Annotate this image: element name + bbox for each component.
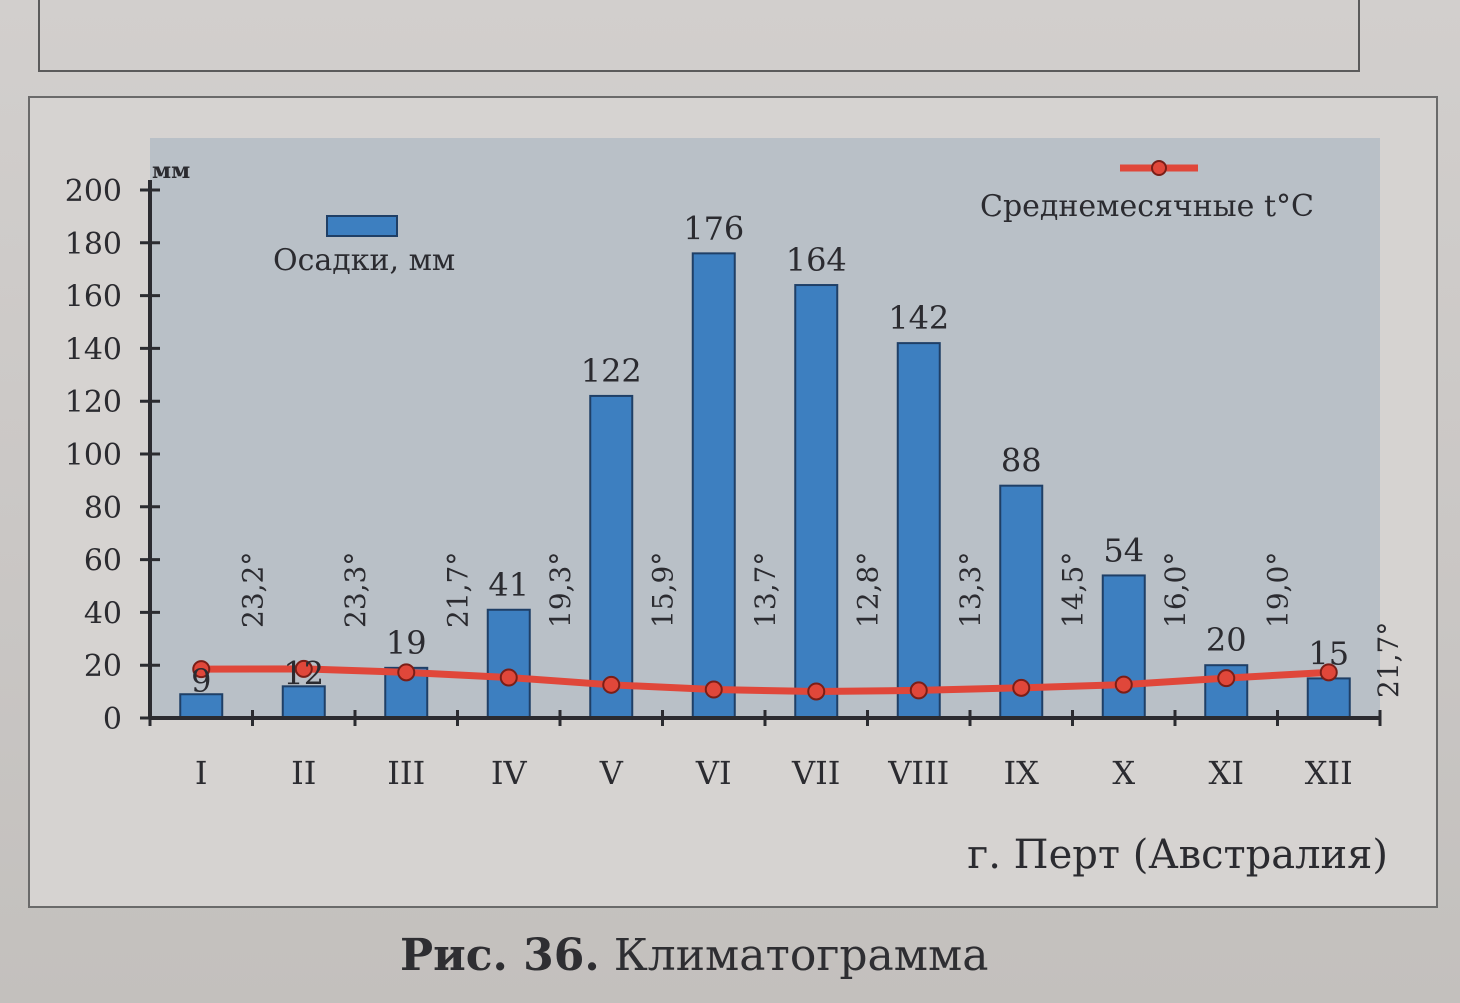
legend-temperature-marker: [1151, 160, 1167, 176]
precipitation-value-label: 142: [888, 299, 949, 337]
precipitation-bar-VIII: [896, 342, 941, 719]
temperature-value-label: 16,0°: [1159, 552, 1192, 628]
y-tick-label: 180: [65, 227, 122, 262]
x-tick-label-VIII: VIII: [887, 754, 949, 792]
temperature-line: [201, 665, 1329, 695]
precipitation-value-label: 9: [191, 662, 211, 700]
temperature-value-label: 23,3°: [339, 552, 372, 628]
figure-caption-text: Климатограмма: [613, 930, 989, 981]
precipitation-value-label: 176: [683, 209, 744, 247]
x-tick-label-XII: XII: [1305, 754, 1353, 792]
y-tick-label: 80: [84, 491, 122, 526]
temperature-point-VIII: [909, 681, 928, 700]
precipitation-bar-V: [589, 394, 634, 719]
x-tick-label-IV: IV: [491, 754, 528, 792]
y-tick-label: 200: [65, 174, 122, 209]
temperature-point-V: [602, 675, 621, 694]
precipitation-value-label: 88: [1001, 442, 1042, 480]
x-tick-label-II: II: [291, 754, 316, 792]
temperature-point-X: [1114, 675, 1133, 694]
axes-layer: [140, 180, 1382, 726]
temperature-point-XII: [1319, 663, 1338, 682]
precipitation-value-label: 54: [1103, 531, 1144, 569]
temperature-point-XI: [1217, 669, 1236, 688]
figure-number: Рис. 36.: [400, 930, 600, 981]
precipitation-value-label: 19: [386, 624, 427, 662]
x-tick-label-IX: IX: [1004, 754, 1040, 792]
precipitation-bar-VI: [691, 252, 736, 720]
precipitation-bar-XII: [1306, 677, 1351, 720]
y-tick-label: 60: [84, 544, 122, 579]
x-tick-label-VII: VII: [791, 754, 840, 792]
temperature-value-label: 21,7°: [442, 552, 475, 628]
temperature-point-III: [397, 663, 416, 682]
figure-caption: Рис. 36. Климатограмма: [400, 930, 988, 981]
chart-frame: 0 20 40 60 80 100 120 140 160 180 200 I II III IV V VI VI…: [28, 96, 1438, 908]
temperature-value-label: 13,7°: [749, 552, 782, 628]
y-axis-unit: мм: [152, 158, 190, 184]
temperature-value-label: 23,2°: [237, 552, 270, 628]
x-tick-label-III: III: [387, 754, 425, 792]
temperature-value-label: 19,3°: [544, 552, 577, 628]
temperature-value-label: 19,0°: [1262, 552, 1295, 628]
temperature-point-VII: [807, 682, 826, 701]
precipitation-bar-VII: [794, 284, 839, 719]
precipitation-value-label: 41: [488, 566, 529, 604]
temperature-point-VI: [704, 680, 723, 699]
temperature-value-label: 14,5°: [1057, 552, 1090, 628]
temperature-value-label: 21,7°: [1372, 622, 1405, 698]
temperature-value-label: 13,3°: [954, 552, 987, 628]
precipitation-value-label: 164: [786, 241, 847, 279]
precipitation-bar-IV: [486, 608, 531, 720]
temperature-value-label: 12,8°: [852, 552, 885, 628]
y-tick-label: 120: [65, 385, 122, 420]
y-tick-label: 20: [84, 649, 122, 684]
x-tick-label-X: X: [1112, 754, 1135, 792]
precipitation-value-label: 15: [1308, 634, 1349, 672]
temperature-point-I: [192, 660, 211, 679]
legend-precipitation-label: Осадки, мм: [273, 243, 455, 278]
x-tick-label-XI: XI: [1209, 754, 1244, 792]
precipitation-bar-X: [1101, 574, 1146, 719]
y-tick-label: 160: [65, 280, 122, 315]
x-tick-label-VI: VI: [695, 754, 732, 792]
x-tick-label-V: V: [599, 754, 624, 792]
legend-precipitation-swatch: [326, 215, 398, 237]
precipitation-value-label: 20: [1206, 621, 1247, 659]
y-tick-label: 100: [65, 438, 122, 473]
temperature-point-IX: [1012, 678, 1031, 697]
precipitation-value-label: 12: [283, 654, 324, 692]
y-tick-label: 140: [65, 332, 122, 367]
temperature-value-label: 15,9°: [647, 552, 680, 628]
temperature-point-II: [294, 659, 313, 678]
previous-figure-frame: [38, 0, 1360, 72]
precipitation-value-label: 122: [581, 352, 642, 390]
x-tick-label-I: I: [195, 754, 208, 792]
y-tick-label: 40: [84, 596, 122, 631]
y-tick-label: 0: [103, 702, 122, 737]
temperature-line-layer: [192, 659, 1338, 701]
legend-temperature-label: Среднемесячные t°C: [980, 189, 1314, 224]
chart-title: г. Перт (Австралия): [967, 832, 1388, 878]
temperature-point-IV: [499, 668, 518, 687]
